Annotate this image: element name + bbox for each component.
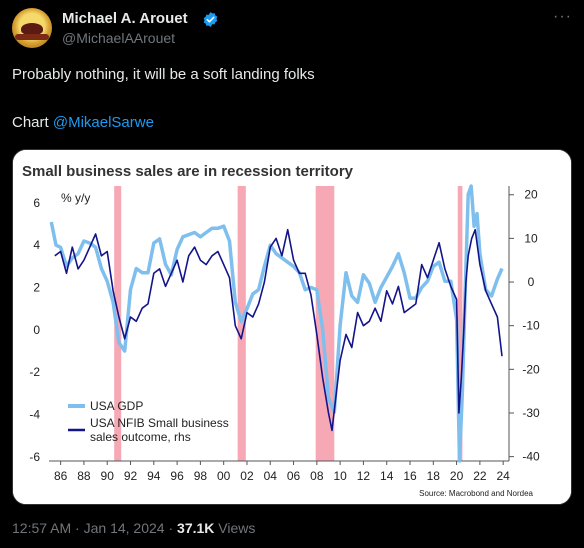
y-left-tick-label: 0 (33, 323, 40, 337)
y-left-tick-label: 6 (33, 196, 40, 210)
legend-nfib-line1: USA NFIB Small business sales outcome, rh… (90, 416, 229, 444)
more-horizontal-icon[interactable]: ··· (553, 8, 572, 25)
chart-source: Source: Macrobond and Nordea (419, 489, 533, 498)
x-tick-label: 06 (287, 469, 301, 483)
x-tick-label: 00 (217, 469, 231, 483)
tweet-time[interactable]: 12:57 AM (12, 520, 72, 536)
series-line-usa-gdp (49, 184, 504, 463)
y-left-tick-label: -4 (29, 407, 40, 421)
y-right-tick-label: -40 (522, 450, 540, 464)
views-count: 37.1K (177, 520, 215, 536)
x-tick-label: 24 (496, 469, 510, 483)
mention-link[interactable]: @MikaelSarwe (52, 114, 154, 131)
y-right-tick-label: 0 (528, 275, 535, 289)
x-tick-label: 90 (101, 469, 115, 483)
tweet-header: Michael A. Arouet @MichaelAArouet ··· (12, 8, 572, 50)
x-tick-label: 20 (450, 469, 464, 483)
y-right-tick-label: -20 (522, 362, 540, 376)
x-tick-label: 04 (264, 469, 278, 483)
y-right-tick-label: -30 (522, 406, 540, 420)
x-tick-label: 10 (333, 469, 347, 483)
x-tick-label: 94 (147, 469, 161, 483)
x-tick-label: 16 (403, 469, 417, 483)
x-tick-label: 12 (357, 469, 371, 483)
tweet-footer: 12:57 AM · Jan 14, 2024 · 37.1K Views (12, 520, 255, 536)
x-tick-label: 08 (310, 469, 324, 483)
x-tick-label: 02 (240, 469, 254, 483)
y-left-tick-label: -6 (29, 450, 40, 464)
avatar-figure (21, 23, 43, 35)
separator: · (75, 520, 80, 536)
x-tick-label: 88 (77, 469, 91, 483)
y-right-tick-label: 20 (524, 188, 538, 202)
series-line-usa-nfib (54, 228, 503, 432)
chart-image[interactable]: Small business sales are in recession te… (12, 149, 572, 505)
y-left-unit-label: % y/y (61, 191, 90, 205)
tweet-text-line1: Probably nothing, it will be a soft land… (12, 66, 315, 83)
chart-legend: USA GDP USA NFIB Small business sales out… (68, 399, 229, 444)
verified-badge-icon (203, 12, 218, 27)
tweet-date[interactable]: Jan 14, 2024 (83, 520, 165, 536)
chart: Small business sales are in recession te… (13, 150, 571, 504)
y-right-tick-label: -10 (522, 319, 540, 333)
chart-title: Small business sales are in recession te… (22, 163, 354, 180)
recession-band (315, 186, 335, 461)
tweet-text-line2: Chart @MikaelSarwe (12, 113, 154, 133)
avatar-base (15, 34, 49, 40)
author-name[interactable]: Michael A. Arouet (62, 10, 188, 27)
y-left-tick-label: -2 (29, 365, 40, 379)
x-tick-label: 14 (380, 469, 394, 483)
x-tick-label: 22 (473, 469, 487, 483)
y-left-tick-label: 2 (33, 281, 40, 295)
y-left-tick-label: 4 (33, 238, 40, 252)
avatar[interactable] (12, 8, 52, 48)
y-right-tick-label: 10 (524, 231, 538, 245)
author-handle[interactable]: @MichaelAArouet (62, 30, 176, 46)
x-tick-label: 98 (194, 469, 208, 483)
x-tick-label: 86 (54, 469, 68, 483)
chart-credit-prefix: Chart (12, 114, 53, 131)
x-tick-label: 18 (427, 469, 441, 483)
tweet-text: Probably nothing, it will be a soft land… (12, 65, 315, 131)
x-tick-label: 92 (124, 469, 138, 483)
recession-band (457, 186, 463, 461)
legend-gdp: USA GDP (90, 399, 143, 413)
separator: · (168, 520, 174, 536)
views-label: Views (218, 520, 256, 536)
x-tick-label: 96 (170, 469, 184, 483)
recession-band (237, 186, 246, 461)
